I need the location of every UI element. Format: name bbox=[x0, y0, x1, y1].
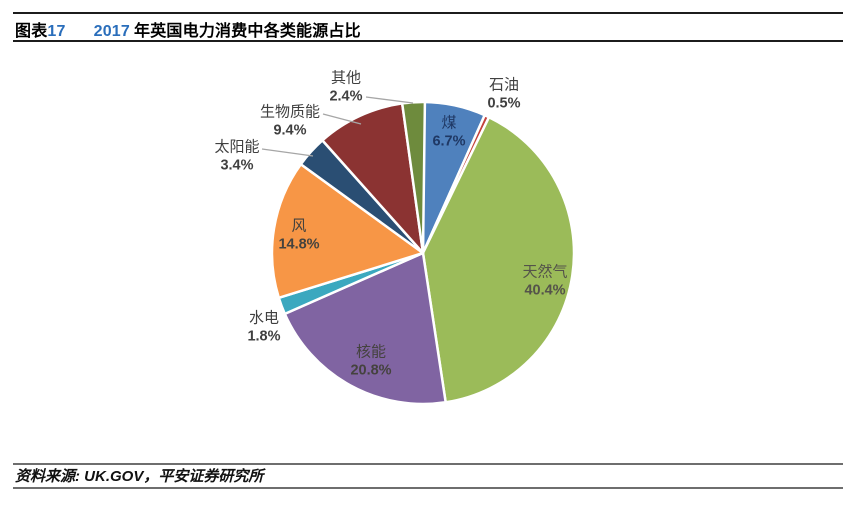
pie-pct-natural-gas: 40.4% bbox=[524, 283, 565, 299]
footer-rule-top bbox=[13, 463, 843, 465]
leader-line-biomass bbox=[322, 113, 362, 125]
pie-pct-wind: 14.8% bbox=[278, 237, 319, 253]
pie-label-coal: 煤 bbox=[441, 115, 456, 132]
pie-label-other: 其他 bbox=[331, 70, 361, 87]
title-text: 年英国电力消费中各类能源占比 bbox=[134, 23, 361, 40]
leader-line-solar bbox=[261, 148, 314, 157]
pie-pct-biomass: 9.4% bbox=[273, 123, 306, 139]
chart-title: 图表17 2017 年英国电力消费中各类能源占比 bbox=[15, 17, 361, 40]
header-rule-top bbox=[13, 12, 843, 14]
figure-tag-prefix: 图表 bbox=[15, 23, 48, 40]
pie-label-biomass: 生物质能 bbox=[260, 104, 320, 121]
pie-slice-biomass bbox=[321, 102, 425, 255]
header-rule-bottom bbox=[13, 40, 843, 42]
pie-label-hydro: 水电 bbox=[249, 310, 279, 327]
figure-tag-number: 17 bbox=[47, 23, 66, 40]
pie-pct-solar: 3.4% bbox=[220, 158, 253, 174]
pie-label-nuclear: 核能 bbox=[356, 344, 386, 361]
title-year: 2017 bbox=[93, 23, 131, 40]
pie-pct-coal: 6.7% bbox=[432, 134, 465, 150]
pie-slice-nuclear bbox=[283, 251, 447, 406]
pie-slice-other bbox=[400, 100, 427, 255]
source-note: 资料来源: UK.GOV，平安证券研究所 bbox=[15, 468, 264, 485]
pie-pct-oil: 0.5% bbox=[487, 96, 520, 112]
pie-label-natural-gas: 天然气 bbox=[522, 264, 567, 281]
pie-pct-other: 2.4% bbox=[329, 89, 362, 105]
pie-pct-nuclear: 20.8% bbox=[350, 363, 391, 379]
footer-rule-bottom bbox=[13, 487, 843, 489]
pie-slice-natural-gas bbox=[421, 115, 576, 404]
pie-label-wind: 风 bbox=[291, 218, 306, 235]
leader-line-other bbox=[365, 96, 414, 104]
pie-label-oil: 石油 bbox=[489, 77, 519, 94]
pie-label-solar: 太阳能 bbox=[214, 139, 259, 156]
pie-pct-hydro: 1.8% bbox=[247, 329, 280, 345]
pie-slice-wind bbox=[270, 162, 425, 300]
